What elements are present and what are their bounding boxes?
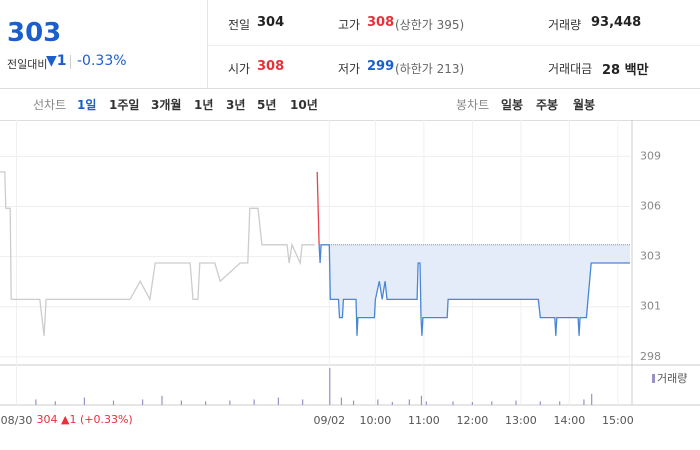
x-tick-label: 12:00 (457, 414, 489, 427)
volume-bar (515, 400, 517, 405)
x-tick-label: 10:00 (360, 414, 392, 427)
x-tick-label: 08/30 (1, 414, 33, 427)
y-tick-label: 309 (640, 149, 661, 162)
x-tick-label: 15:00 (602, 414, 634, 427)
divider (0, 88, 700, 89)
volume-bar (253, 399, 255, 405)
line (316, 171, 320, 245)
y-tick-label: 301 (640, 300, 661, 313)
tab[interactable]: 3개월 (151, 98, 182, 112)
volume-bar (161, 395, 163, 405)
stat-label: 시가 (228, 62, 251, 76)
y-tick-label: 298 (640, 350, 661, 363)
volume-bar (83, 397, 85, 405)
volume-bar (141, 399, 144, 405)
volume-bar (302, 399, 304, 405)
divider (70, 55, 71, 69)
stat-label: 고가 (338, 18, 361, 32)
tab-group-label: 선차트 (33, 98, 67, 112)
x-tick-label: 11:00 (408, 414, 440, 427)
chart: 298 301 303 306 309 08/30 09/02 10:00 11:00 12:00… (0, 120, 700, 427)
volume-bar (54, 401, 56, 405)
volume-bar (180, 400, 182, 405)
volume-bar (229, 400, 231, 405)
x-tick-label: 14:00 (554, 414, 586, 427)
volume-bar (425, 401, 427, 405)
volume-bar (452, 401, 454, 405)
divider (208, 45, 700, 46)
volume-bar (408, 399, 410, 405)
stat-note: (상한가 395) (395, 18, 465, 32)
stat-label: 거래대금 (548, 62, 593, 76)
y-tick-label: 303 (640, 250, 661, 263)
tab[interactable]: 주봉 (536, 98, 559, 112)
footer: 304 ▲1 (+0.33%) (0, 413, 133, 426)
line (0, 171, 315, 336)
change: ▲1 (61, 413, 77, 426)
tab[interactable]: 일봉 (501, 98, 524, 112)
change: ▼1 (46, 53, 67, 69)
divider (207, 0, 208, 88)
volume-bar (583, 399, 585, 405)
volume-bar (352, 400, 355, 405)
tab[interactable]: 3년 (226, 98, 246, 112)
price: 303 (7, 18, 62, 48)
area (319, 244, 630, 336)
volume-bar (471, 402, 473, 405)
volume-bar (329, 368, 331, 405)
legend-label: 거래량 (657, 372, 687, 385)
change-label: 전일대비 (7, 58, 48, 71)
stat-value: 304 (257, 15, 285, 30)
volume-bar (539, 401, 541, 405)
stat-value: 28 백만 (602, 63, 649, 78)
line (318, 244, 630, 336)
stat-value: 308 (257, 59, 285, 74)
volume-bar (377, 399, 379, 405)
tab-bar: 선차트 1일 1주일 3개월 1년 3년 5년 10년 봉차트 일봉 주봉 월봉 (0, 96, 700, 114)
close: 304 (36, 413, 58, 426)
volume-bar (277, 397, 279, 405)
volume-bar (420, 395, 423, 405)
divider (0, 120, 700, 121)
tab[interactable]: 월봉 (573, 98, 596, 112)
legend-swatch (652, 374, 655, 383)
tab[interactable]: 1년 (194, 98, 214, 112)
stat-value: 93,448 (591, 15, 642, 30)
volume-bar (112, 400, 115, 405)
change-rate: (+0.33%) (79, 413, 133, 426)
tab-group-label: 봉차트 (456, 98, 490, 112)
tab[interactable]: 10년 (290, 98, 318, 112)
volume-bar (205, 401, 207, 405)
tab[interactable]: 5년 (257, 98, 277, 112)
change-rate: -0.33% (77, 53, 127, 69)
stat-value: 308 (367, 15, 395, 30)
x-tick-label: 13:00 (505, 414, 537, 427)
x-tick-label: 09/02 (313, 414, 345, 427)
tab[interactable]: 1주일 (109, 98, 140, 112)
stat-note: (하한가 213) (395, 62, 465, 76)
y-tick-label: 306 (640, 200, 661, 213)
stat-label: 저가 (338, 62, 361, 76)
volume-bar (591, 393, 593, 405)
stat-label: 거래량 (548, 18, 582, 32)
stat-value: 299 (367, 59, 395, 74)
tab[interactable]: 1일 (77, 98, 97, 112)
volume-bar (391, 402, 393, 405)
volume-bar (35, 399, 37, 405)
stat-label: 전일 (228, 18, 251, 32)
volume-bar (491, 401, 493, 405)
volume-bar (559, 401, 561, 405)
volume-bar (340, 397, 343, 405)
